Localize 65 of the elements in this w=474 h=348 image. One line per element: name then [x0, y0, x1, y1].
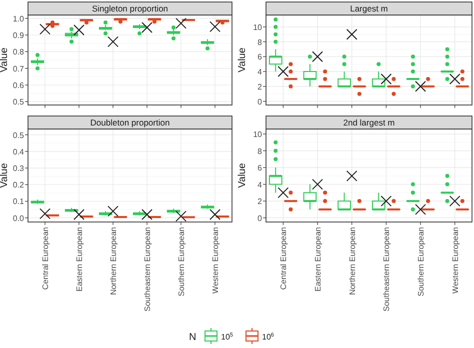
- y-axis-title: Value: [237, 162, 248, 188]
- x-tick-label: Western European: [211, 227, 220, 294]
- point: [278, 187, 289, 198]
- y-tick-label: 1.0: [12, 14, 25, 24]
- point: [380, 73, 392, 84]
- x-tick-label: Southern European: [416, 227, 426, 296]
- point: [142, 22, 152, 33]
- point: [346, 28, 358, 40]
- chart-title: 2nd largest m: [343, 118, 395, 128]
- chart-title: Singleton proportion: [92, 4, 168, 14]
- x-tick-label: Southeastern European: [382, 227, 392, 312]
- y-tick-label: 8: [258, 38, 263, 47]
- y-tick-label: 0.8: [12, 48, 25, 57]
- y-tick-label: 8: [258, 146, 263, 156]
- point: [210, 21, 220, 32]
- y-axis-title: Value: [237, 47, 248, 72]
- x-tick-label: Southern European: [177, 227, 186, 296]
- x-tick-label: Southeastern European: [143, 227, 152, 312]
- point: [449, 73, 460, 84]
- y-tick-label: 10: [253, 22, 263, 32]
- x-tick-label: Eastern European: [314, 227, 322, 292]
- point: [380, 196, 392, 207]
- point: [449, 196, 460, 207]
- y-tick-label: 0.6: [12, 81, 25, 90]
- y-tick-label: 2: [258, 197, 263, 206]
- point: [278, 66, 289, 78]
- chart-title: Doubleton proportion: [90, 118, 170, 128]
- point: [40, 24, 50, 35]
- y-tick-label: 0.1: [12, 197, 25, 206]
- y-tick-label: 0: [258, 214, 263, 223]
- point: [346, 170, 358, 182]
- y-axis-title: Value: [0, 162, 10, 188]
- y-tick-label: 4: [258, 180, 263, 190]
- y-tick-label: 0.5: [12, 130, 25, 140]
- x-tick-label: Northern European: [348, 227, 357, 296]
- legend-label: 10$^{6}$: [262, 332, 274, 342]
- x-tick-label: Central European: [41, 227, 50, 290]
- y-tick-label: 6: [258, 164, 263, 173]
- y-tick-label: 4: [258, 68, 263, 77]
- point: [312, 178, 323, 190]
- y-tick-label: 0.5: [12, 98, 25, 107]
- x-tick-label: Northern European: [109, 227, 118, 296]
- point: [415, 204, 426, 215]
- chart-title: Largest m: [350, 4, 388, 14]
- point: [415, 80, 426, 92]
- y-tick-label: 0.4: [12, 147, 25, 156]
- y-tick-label: 0.3: [12, 164, 25, 174]
- y-tick-label: 2: [258, 82, 263, 92]
- y-tick-label: 0.9: [12, 31, 25, 40]
- point: [176, 18, 186, 29]
- y-tick-label: 0.7: [12, 64, 25, 74]
- y-tick-label: 0.0: [12, 214, 25, 223]
- y-axis-title: Value: [0, 47, 10, 72]
- point: [108, 36, 118, 48]
- y-tick-label: 0: [258, 97, 263, 106]
- point: [312, 51, 323, 62]
- legend-title: N: [189, 332, 196, 343]
- x-tick-label: Western European: [450, 227, 460, 294]
- x-tick-label: Central European: [279, 227, 288, 290]
- y-tick-label: 6: [258, 52, 263, 62]
- legend-label: 10$^{5}$: [221, 332, 234, 342]
- y-tick-label: 0.2: [12, 180, 25, 190]
- y-tick-label: 10: [253, 130, 263, 140]
- x-tick-label: Eastern European: [75, 227, 84, 292]
- point: [74, 24, 84, 36]
